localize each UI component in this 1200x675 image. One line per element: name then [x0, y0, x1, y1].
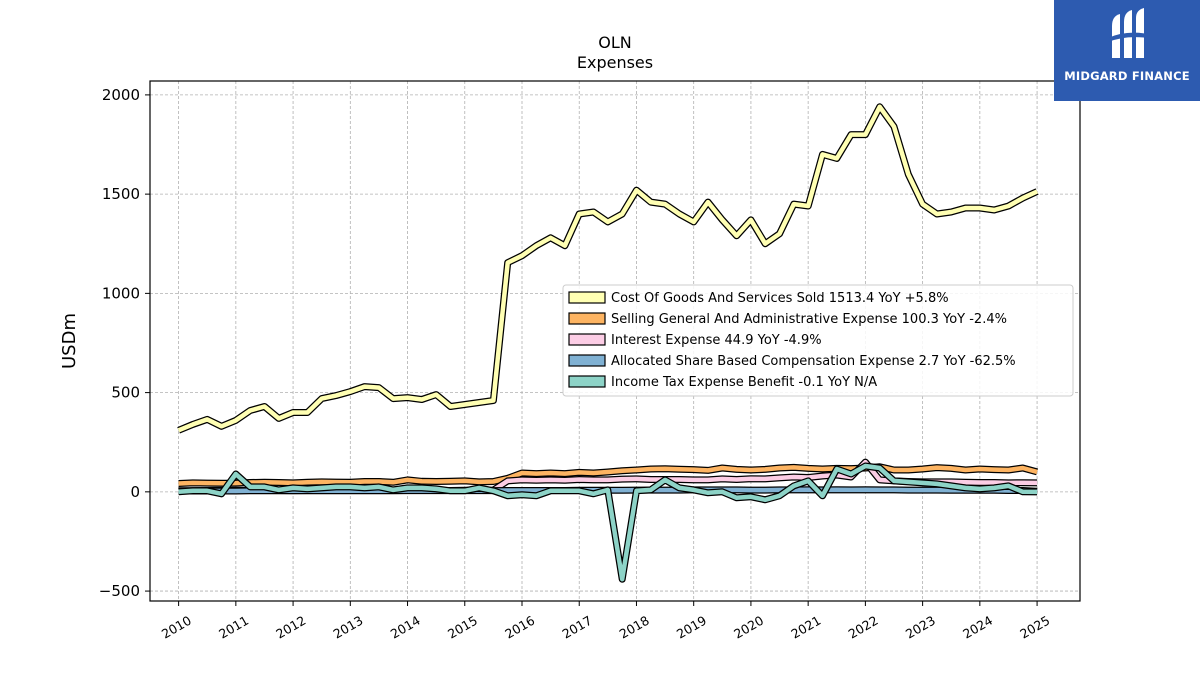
x-tick-label-0: 2010: [159, 613, 194, 642]
y-tick-label-0: −500: [99, 582, 140, 600]
legend-box: [562, 284, 1074, 397]
x-tick-label-6: 2016: [502, 613, 537, 642]
plot-frame: [149, 80, 1081, 602]
x-tick-label-8: 2018: [617, 613, 652, 642]
x-tick-label-2: 2012: [273, 613, 308, 642]
brand-name: MIDGARD FINANCE: [1064, 69, 1190, 83]
x-tick-label-10: 2020: [731, 613, 766, 642]
series-line-0: [177, 104, 1039, 433]
x-tick-label-1: 2011: [216, 613, 251, 642]
series-layer: [177, 103, 1039, 583]
x-tick-label-15: 2025: [1017, 613, 1052, 642]
legend-entry-3: Allocated Share Based Compensation Expen…: [611, 354, 1016, 369]
x-tick-label-13: 2023: [903, 613, 938, 642]
legend-swatch-2: [568, 333, 606, 346]
series-0: [177, 103, 1039, 434]
y-tick-label-4: 1500: [102, 185, 140, 203]
midgard-logo-icon: [1108, 8, 1148, 58]
legend: Cost Of Goods And Services Sold 1513.4 Y…: [562, 284, 1074, 397]
chart-subtitle: Expenses: [577, 53, 653, 72]
legend-entry-1: Selling General And Administrative Expen…: [611, 312, 1007, 327]
y-tick-label-3: 1000: [102, 284, 140, 302]
legend-swatch-3: [568, 354, 606, 367]
legend-entry-2: Interest Expense 44.9 YoY -4.9%: [611, 333, 822, 348]
brand-logo: MIDGARD FINANCE: [1054, 0, 1200, 101]
series-1: [178, 463, 1039, 487]
x-tick-label-12: 2022: [846, 613, 881, 642]
x-axis: 2010 2011 2012 2013 2014 2015 2016 2017 2018 2019…: [159, 601, 1052, 642]
chart-title: OLN: [598, 33, 631, 52]
x-tick-label-14: 2024: [960, 613, 995, 642]
x-tick-label-4: 2014: [388, 613, 423, 642]
x-tick-label-7: 2017: [559, 613, 594, 642]
legend-entry-0: Cost Of Goods And Services Sold 1513.4 Y…: [611, 291, 949, 306]
y-axis: −500 0 500 1000 1500 2000: [99, 86, 150, 600]
x-tick-label-3: 2013: [331, 613, 366, 642]
x-tick-label-5: 2015: [445, 613, 480, 642]
x-tick-label-11: 2021: [788, 613, 823, 642]
legend-entry-4: Income Tax Expense Benefit -0.1 YoY N/A: [611, 375, 877, 390]
y-tick-label-5: 2000: [102, 86, 140, 104]
legend-swatch-0: [568, 291, 606, 304]
legend-swatch-4: [568, 375, 606, 388]
y-tick-label-2: 500: [111, 384, 140, 402]
series-4: [178, 462, 1038, 583]
legend-swatch-1: [568, 312, 606, 325]
series-line-4: [178, 463, 1038, 582]
series-line-1: [178, 464, 1038, 486]
x-tick-label-9: 2019: [674, 613, 709, 642]
y-tick-label-1: 0: [130, 483, 140, 501]
y-axis-label: USDm: [59, 313, 80, 369]
